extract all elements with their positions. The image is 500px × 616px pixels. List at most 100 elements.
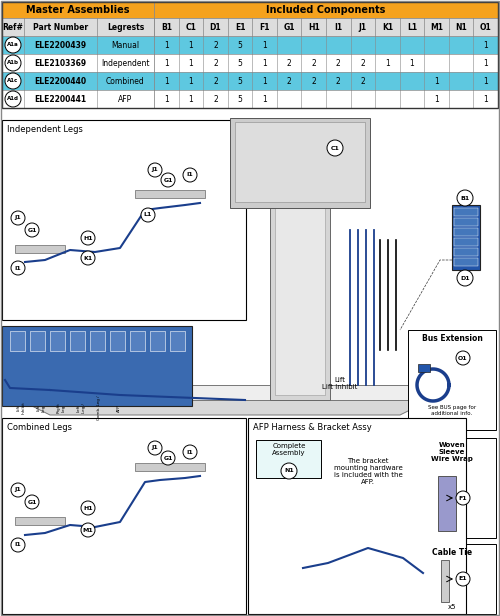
Text: 1: 1 (188, 41, 193, 49)
Bar (408, 544, 496, 614)
Text: A1c: A1c (8, 78, 18, 84)
Text: C1: C1 (186, 23, 196, 31)
Bar (30, 331, 45, 351)
Bar (248, 418, 466, 614)
Text: 1: 1 (262, 76, 267, 86)
Text: J1: J1 (14, 216, 21, 221)
Circle shape (161, 173, 175, 187)
Bar (408, 438, 496, 538)
Bar (418, 364, 430, 372)
Text: B1: B1 (161, 23, 172, 31)
Text: G1: G1 (163, 455, 173, 461)
Text: N1: N1 (284, 469, 294, 474)
Bar (2, 36, 498, 54)
Text: O1: O1 (458, 355, 468, 360)
Text: A1a: A1a (7, 43, 19, 47)
Bar (230, 118, 370, 208)
Text: A1d: A1d (7, 97, 19, 102)
Text: 1: 1 (410, 59, 414, 68)
Bar (10, 331, 25, 351)
Circle shape (183, 168, 197, 182)
Text: L1: L1 (407, 23, 417, 31)
Text: 1: 1 (188, 94, 193, 103)
Bar (50, 331, 65, 351)
Circle shape (81, 501, 95, 515)
Text: Lift
Inhibit: Lift Inhibit (17, 402, 25, 415)
Circle shape (11, 211, 25, 225)
Bar (2, 418, 246, 614)
Text: 5: 5 (238, 59, 242, 68)
Bar (454, 258, 478, 266)
Text: 2: 2 (360, 76, 365, 86)
Text: 1: 1 (484, 59, 488, 68)
Text: K1: K1 (382, 23, 393, 31)
Circle shape (81, 231, 95, 245)
Text: Combined Legs: Combined Legs (7, 423, 72, 432)
Bar (70, 331, 85, 351)
Text: D1: D1 (460, 275, 470, 280)
Circle shape (5, 73, 21, 89)
Text: 5: 5 (238, 41, 242, 49)
Text: AFP Harness & Bracket Assy: AFP Harness & Bracket Assy (253, 423, 372, 432)
Bar (275, 123, 325, 395)
Text: ELE2200440: ELE2200440 (34, 76, 86, 86)
Text: Independent Legs: Independent Legs (7, 125, 83, 134)
Text: Right
Leg: Right Leg (57, 403, 66, 413)
Text: F1: F1 (458, 495, 468, 500)
Bar (2, 90, 498, 108)
Text: Ref#: Ref# (2, 23, 24, 31)
Text: E1: E1 (458, 577, 468, 582)
Circle shape (25, 495, 39, 509)
Text: H1: H1 (308, 23, 320, 31)
Text: 2: 2 (213, 94, 218, 103)
Bar (2, 72, 498, 90)
Text: 5: 5 (238, 94, 242, 103)
Circle shape (148, 441, 162, 455)
Bar (2, 2, 154, 18)
Circle shape (457, 190, 473, 206)
Text: O1: O1 (480, 23, 492, 31)
Text: 1: 1 (164, 94, 168, 103)
Text: AFP: AFP (117, 404, 121, 412)
Circle shape (456, 491, 470, 505)
Text: C1: C1 (330, 145, 340, 150)
Text: J1: J1 (152, 168, 158, 172)
Text: 2: 2 (287, 76, 292, 86)
Text: Woven
Sleeve
Wire Wrap: Woven Sleeve Wire Wrap (431, 442, 473, 462)
Text: 1: 1 (164, 59, 168, 68)
Text: x5: x5 (448, 604, 456, 610)
Text: 2: 2 (312, 76, 316, 86)
Bar (298, 508, 428, 578)
Text: L1: L1 (144, 213, 152, 217)
Text: J1: J1 (359, 23, 367, 31)
Circle shape (327, 140, 343, 156)
Bar (2, 54, 498, 72)
Text: Bus Extension: Bus Extension (422, 334, 482, 343)
Circle shape (11, 538, 25, 552)
Bar (408, 330, 496, 430)
Text: 1: 1 (164, 41, 168, 49)
Text: F1: F1 (260, 23, 270, 31)
Text: M1: M1 (430, 23, 443, 31)
Text: 2: 2 (312, 59, 316, 68)
Text: Left
Leg /: Left Leg / (77, 403, 86, 413)
Text: M1: M1 (82, 527, 94, 532)
Text: Lift
Lift Inhibit: Lift Lift Inhibit (322, 377, 358, 390)
Text: 1: 1 (385, 59, 390, 68)
Text: 1: 1 (164, 76, 168, 86)
Text: N1: N1 (456, 23, 467, 31)
Polygon shape (20, 400, 430, 415)
Bar (130, 331, 145, 351)
Bar (441, 560, 449, 602)
Text: Included Components: Included Components (266, 5, 386, 15)
Text: 1: 1 (188, 76, 193, 86)
Bar (256, 440, 321, 478)
Bar (454, 218, 478, 226)
Text: 1: 1 (262, 41, 267, 49)
Text: 2: 2 (213, 59, 218, 68)
Circle shape (161, 451, 175, 465)
Bar (135, 463, 205, 471)
Text: G1: G1 (163, 177, 173, 182)
Text: 1: 1 (484, 76, 488, 86)
Polygon shape (20, 385, 430, 400)
